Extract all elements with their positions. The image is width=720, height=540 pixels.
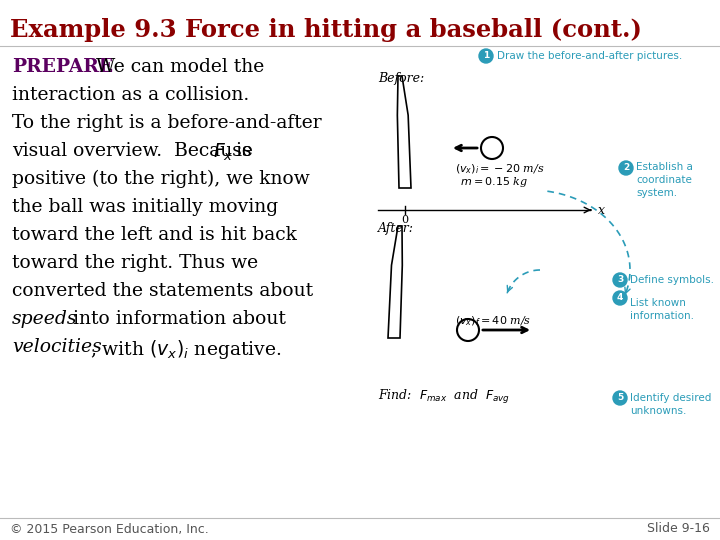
- Text: x: x: [598, 204, 605, 217]
- Text: 0: 0: [402, 215, 408, 225]
- Text: interaction as a collision.: interaction as a collision.: [12, 86, 249, 104]
- Text: $F_x$: $F_x$: [213, 142, 234, 163]
- Text: List known
information.: List known information.: [630, 298, 694, 321]
- Text: © 2015 Pearson Education, Inc.: © 2015 Pearson Education, Inc.: [10, 523, 209, 536]
- Text: Before:: Before:: [378, 72, 424, 85]
- Text: Identify desired
unknowns.: Identify desired unknowns.: [630, 393, 711, 416]
- Text: toward the left and is hit back: toward the left and is hit back: [12, 226, 297, 244]
- Text: PREPARE: PREPARE: [12, 58, 113, 76]
- Circle shape: [613, 273, 627, 287]
- Text: visual overview.  Because: visual overview. Because: [12, 142, 259, 160]
- Text: , with $(v_x)_i$ negative.: , with $(v_x)_i$ negative.: [90, 338, 282, 361]
- Text: is: is: [230, 142, 251, 160]
- Text: Example 9.3 Force in hitting a baseball (cont.): Example 9.3 Force in hitting a baseball …: [10, 18, 642, 42]
- Text: toward the right. Thus we: toward the right. Thus we: [12, 254, 258, 272]
- Text: into information about: into information about: [67, 310, 286, 328]
- Text: We can model the: We can model the: [90, 58, 264, 76]
- Circle shape: [619, 161, 633, 175]
- Text: Draw the before-and-after pictures.: Draw the before-and-after pictures.: [497, 51, 683, 61]
- Circle shape: [613, 291, 627, 305]
- Text: To the right is a before-and-after: To the right is a before-and-after: [12, 114, 322, 132]
- Text: $(v_x)_i = -20$ m/s: $(v_x)_i = -20$ m/s: [455, 162, 544, 176]
- Text: positive (to the right), we know: positive (to the right), we know: [12, 170, 310, 188]
- Text: 1: 1: [483, 51, 489, 60]
- Text: Establish a
coordinate
system.: Establish a coordinate system.: [636, 162, 693, 198]
- Text: Define symbols.: Define symbols.: [630, 275, 714, 285]
- Text: $m = 0.15$ kg: $m = 0.15$ kg: [460, 175, 528, 189]
- Text: converted the statements about: converted the statements about: [12, 282, 313, 300]
- Text: velocities: velocities: [12, 338, 102, 356]
- Text: 2: 2: [623, 164, 629, 172]
- Circle shape: [479, 49, 493, 63]
- Text: Find:  $F_{max}$  and  $F_{avg}$: Find: $F_{max}$ and $F_{avg}$: [378, 388, 510, 406]
- Text: 5: 5: [617, 394, 623, 402]
- Text: 3: 3: [617, 275, 623, 285]
- Text: the ball was initially moving: the ball was initially moving: [12, 198, 278, 216]
- Text: After:: After:: [378, 222, 414, 235]
- Text: 4: 4: [617, 294, 624, 302]
- Text: speeds: speeds: [12, 310, 78, 328]
- Text: Slide 9-16: Slide 9-16: [647, 523, 710, 536]
- Text: $(v_x)_f = 40$ m/s: $(v_x)_f = 40$ m/s: [455, 314, 531, 328]
- Circle shape: [613, 391, 627, 405]
